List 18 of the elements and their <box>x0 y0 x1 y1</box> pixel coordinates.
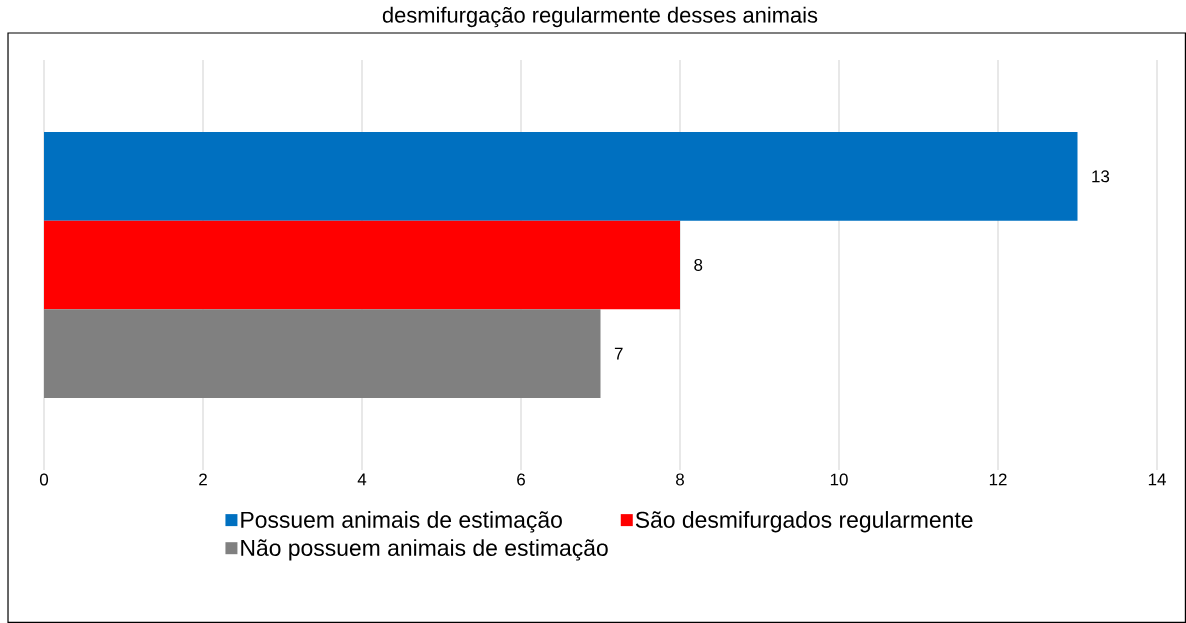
bar <box>44 220 681 310</box>
bar <box>44 132 1078 221</box>
chart-title: desmifurgação regularmente desses animais <box>382 6 818 28</box>
data-label: 8 <box>694 258 703 271</box>
x-tick-label: 2 <box>199 473 207 486</box>
legend-label: São desmifurgados regularmente <box>635 511 973 533</box>
x-tick-label: 6 <box>517 473 525 486</box>
x-tick-label: 4 <box>357 473 367 486</box>
x-tick-label: 0 <box>39 473 49 486</box>
x-tick-label: 12 <box>989 473 1007 486</box>
bar <box>44 309 601 398</box>
legend-label: Não possuem animais de estimação <box>241 539 608 561</box>
legend-label: Possuem animais de estimação <box>241 511 562 533</box>
x-tick-label: 14 <box>1148 473 1166 486</box>
x-tick-label: 10 <box>830 473 848 486</box>
data-label: 13 <box>1092 170 1110 183</box>
data-label: 7 <box>614 347 623 360</box>
x-tick-label: 8 <box>676 473 684 486</box>
